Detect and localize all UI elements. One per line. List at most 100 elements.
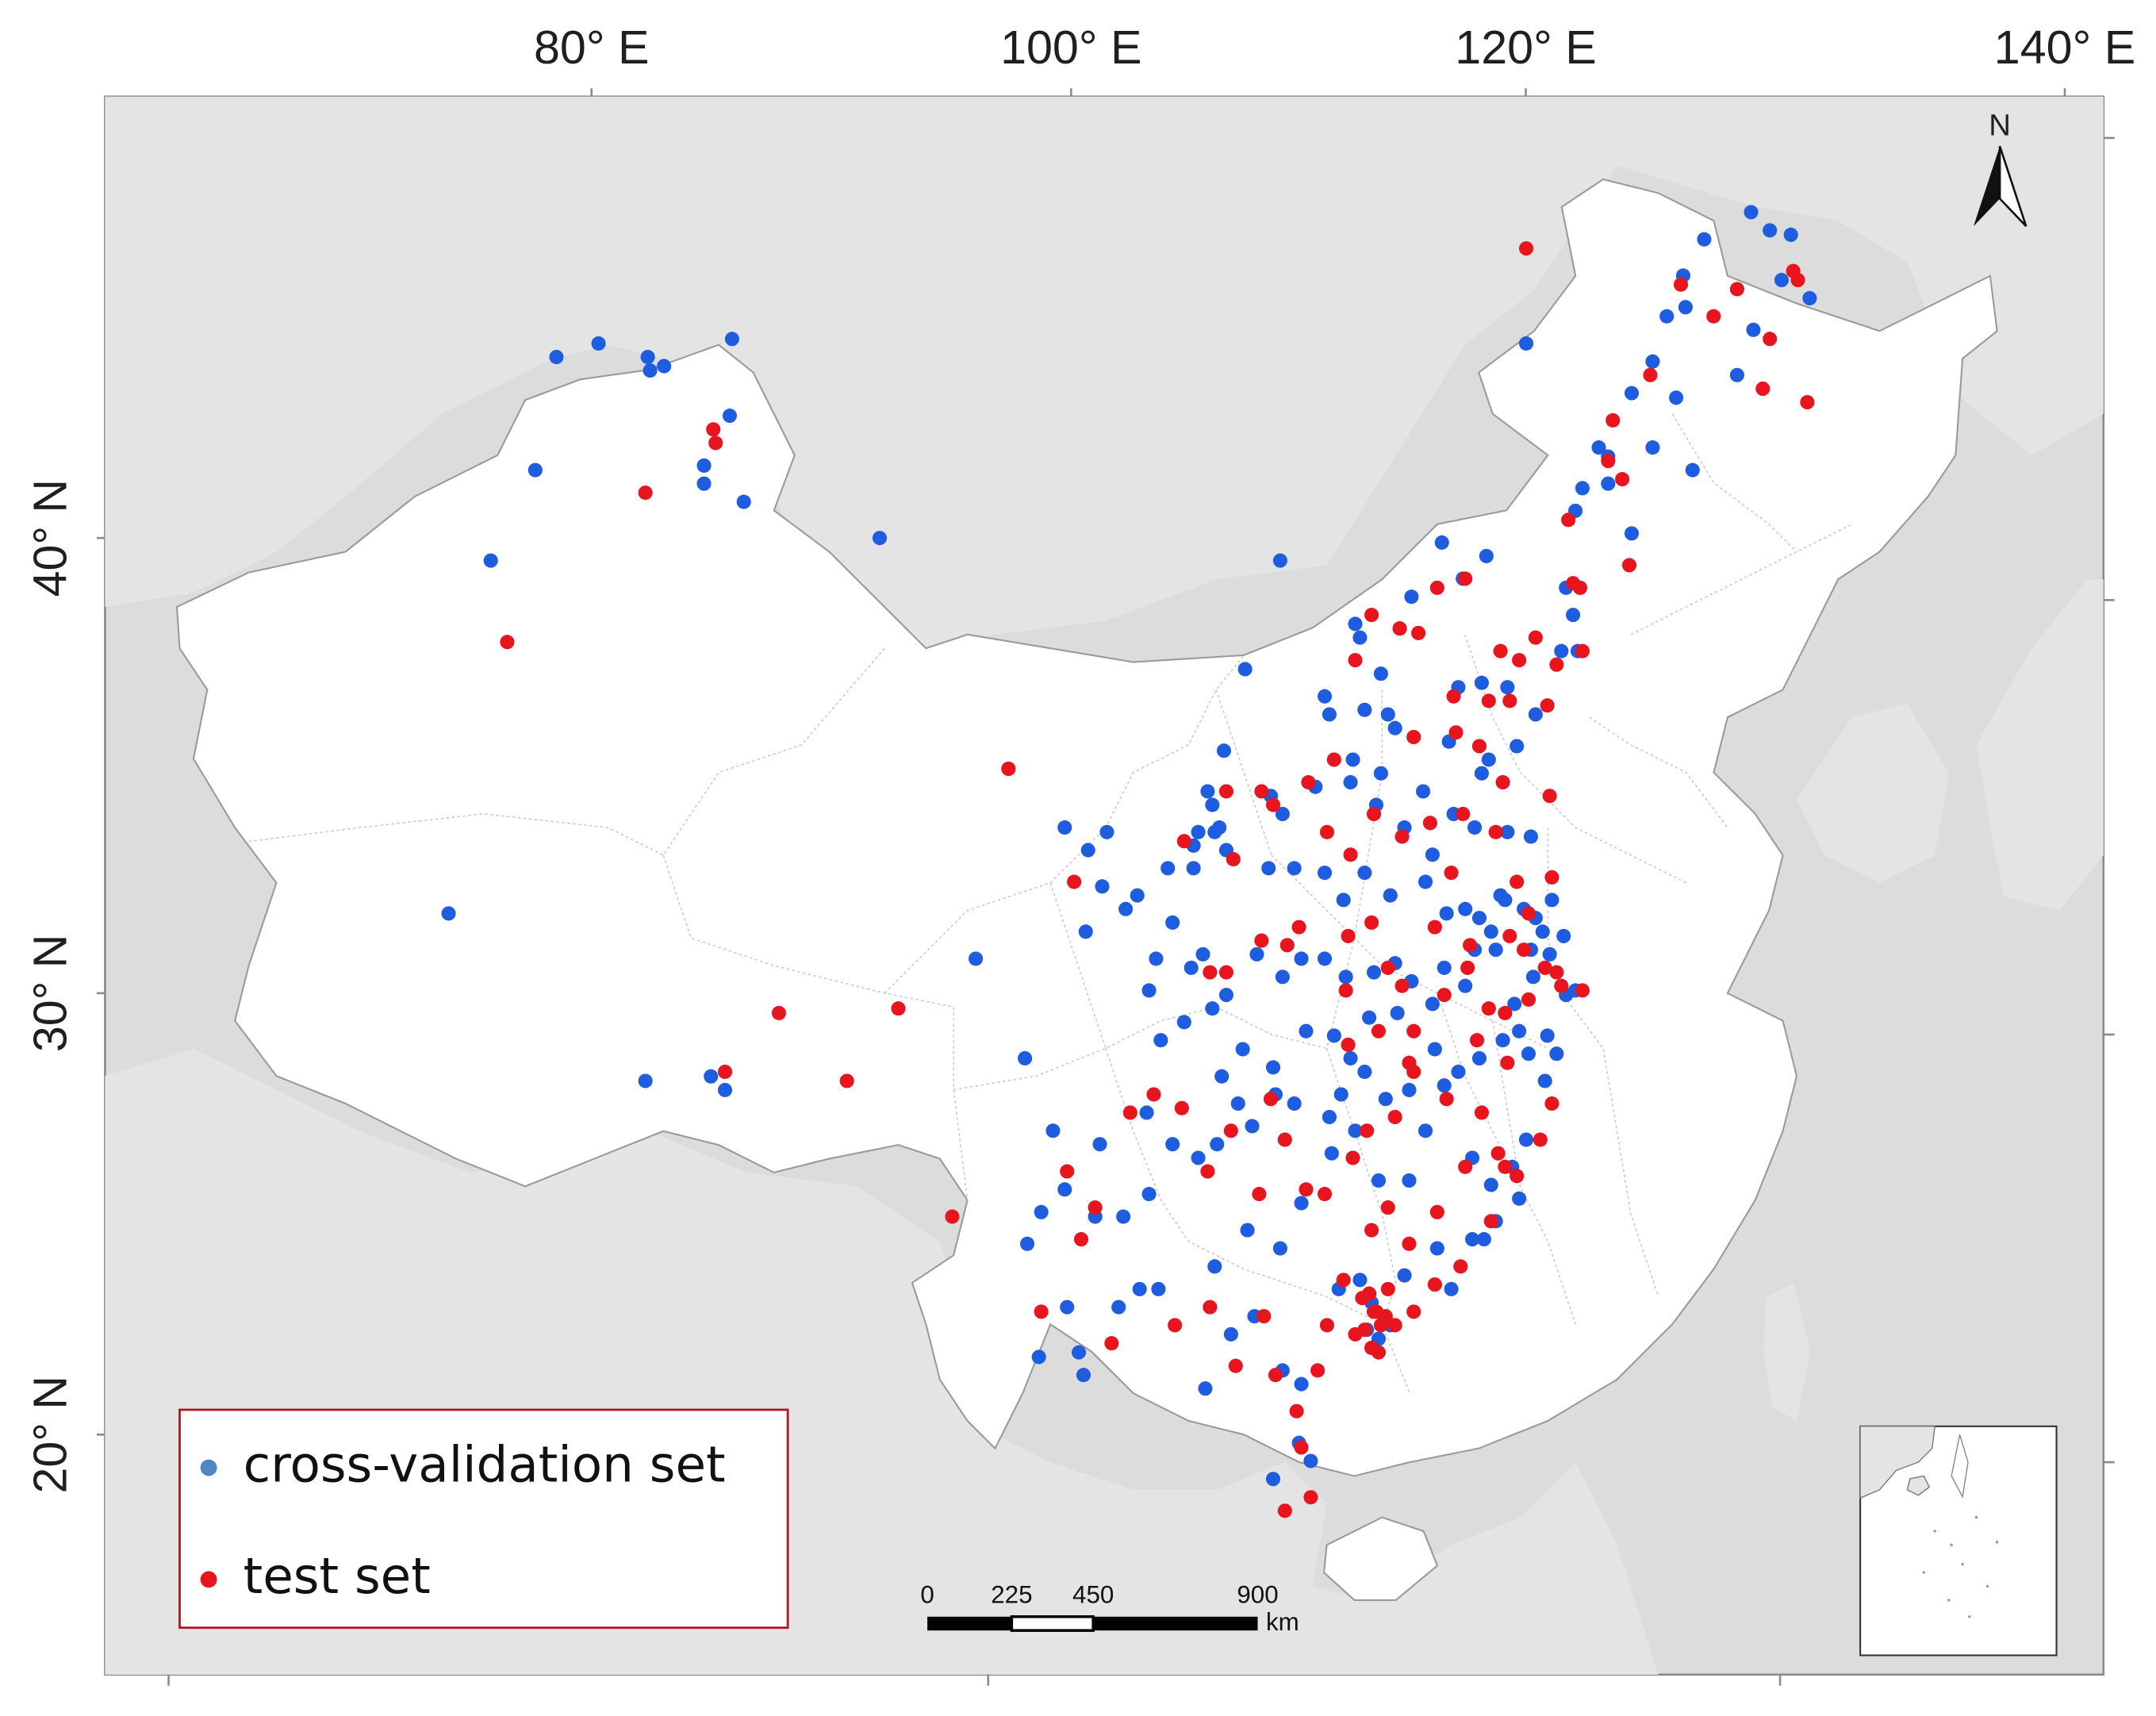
test-point bbox=[1380, 1281, 1395, 1296]
cross-validation-point bbox=[1802, 290, 1817, 305]
cross-validation-point bbox=[1669, 390, 1684, 405]
cross-validation-point bbox=[1521, 1046, 1536, 1061]
test-point bbox=[1226, 852, 1241, 867]
test-point bbox=[1176, 834, 1191, 849]
test-point bbox=[1498, 1005, 1513, 1020]
test-point bbox=[1345, 1150, 1360, 1165]
test-point bbox=[1364, 915, 1379, 930]
test-point bbox=[1427, 919, 1442, 935]
test-point bbox=[1406, 1304, 1421, 1319]
test-point bbox=[1755, 381, 1770, 397]
cross-validation-point bbox=[1031, 1349, 1046, 1365]
test-point bbox=[1380, 960, 1395, 975]
cross-validation-point bbox=[1512, 1191, 1527, 1206]
cross-validation-point bbox=[1343, 1050, 1358, 1066]
cross-validation-point bbox=[1744, 205, 1759, 220]
cross-validation-point bbox=[1272, 553, 1287, 568]
cross-validation-point bbox=[1467, 820, 1483, 835]
cross-validation-point bbox=[1191, 1150, 1206, 1165]
cross-validation-point bbox=[1528, 707, 1543, 722]
cross-validation-point bbox=[1402, 1082, 1417, 1097]
test-point bbox=[1510, 874, 1525, 889]
test-point bbox=[1446, 689, 1461, 704]
test-point bbox=[1517, 942, 1532, 958]
cross-validation-point bbox=[1378, 1092, 1393, 1107]
test-point bbox=[1729, 282, 1744, 297]
test-point bbox=[1471, 739, 1487, 754]
cross-validation-point bbox=[1345, 752, 1360, 767]
test-point bbox=[1402, 1236, 1417, 1251]
cross-validation-point bbox=[1261, 861, 1276, 876]
test-points bbox=[500, 241, 1815, 1518]
test-point bbox=[1453, 1259, 1468, 1274]
test-point bbox=[1528, 630, 1543, 645]
test-point bbox=[1060, 1164, 1075, 1179]
test-point bbox=[1549, 965, 1564, 980]
cross-validation-point bbox=[1357, 702, 1372, 717]
test-point bbox=[500, 635, 515, 650]
cross-validation-point bbox=[1373, 666, 1388, 681]
cross-validation-point bbox=[696, 476, 712, 491]
test-point bbox=[1488, 824, 1503, 839]
cross-validation-point bbox=[1500, 680, 1515, 695]
cross-validation-point bbox=[1191, 824, 1206, 839]
cross-validation-point bbox=[1624, 526, 1640, 541]
cross-validation-point bbox=[1275, 806, 1290, 822]
cross-validation-point bbox=[1549, 1046, 1564, 1061]
test-point bbox=[771, 1005, 787, 1020]
cross-validation-point bbox=[704, 1069, 719, 1084]
test-point bbox=[1422, 816, 1438, 831]
test-point bbox=[1458, 1159, 1473, 1174]
test-point bbox=[1254, 933, 1269, 948]
cross-validation-point bbox=[1198, 1381, 1213, 1396]
test-point bbox=[1706, 309, 1721, 324]
test-point bbox=[1483, 1214, 1498, 1229]
cross-validation-point bbox=[1299, 1023, 1314, 1038]
test-point bbox=[1540, 698, 1555, 713]
cross-validation-point bbox=[717, 1082, 733, 1097]
test-point bbox=[1223, 1123, 1238, 1138]
test-point bbox=[1254, 784, 1269, 799]
cross-validation-point bbox=[1507, 996, 1522, 1012]
test-point bbox=[1277, 1503, 1292, 1518]
cross-validation-point bbox=[1249, 946, 1264, 962]
lat-label-40: 40° N bbox=[24, 479, 77, 597]
cross-validation-point bbox=[1458, 901, 1473, 916]
cross-validation-point bbox=[1303, 1453, 1318, 1468]
test-point bbox=[1406, 1023, 1421, 1038]
cross-validation-point bbox=[1160, 861, 1176, 876]
cross-validation-point bbox=[1130, 888, 1145, 903]
test-point bbox=[1456, 806, 1471, 822]
cross-validation-point bbox=[1434, 535, 1449, 550]
test-point bbox=[1348, 1326, 1363, 1342]
cross-validation-point bbox=[1483, 924, 1498, 939]
cross-validation-point bbox=[1099, 824, 1114, 839]
cross-validation-point bbox=[1601, 476, 1616, 491]
cross-validation-point bbox=[1200, 784, 1215, 799]
cross-validation-point bbox=[1034, 1204, 1049, 1219]
cross-validation-point bbox=[1540, 1028, 1555, 1043]
cross-validation-point bbox=[1235, 1042, 1250, 1057]
cross-validation-point bbox=[696, 458, 712, 473]
test-point bbox=[1371, 1023, 1387, 1038]
lat-label-20: 20° N bbox=[24, 1376, 77, 1493]
cross-validation-point bbox=[1212, 820, 1227, 835]
cross-validation-point bbox=[1265, 1060, 1281, 1075]
scale-tick-900: 900 bbox=[1237, 1580, 1278, 1608]
cross-validation-point bbox=[1380, 707, 1395, 722]
test-point bbox=[1200, 1164, 1215, 1179]
cross-validation-point bbox=[1216, 743, 1232, 758]
test-point bbox=[1268, 1368, 1283, 1383]
cross-validation-point bbox=[1186, 861, 1201, 876]
cross-validation-point bbox=[1223, 1326, 1238, 1342]
test-point bbox=[1518, 241, 1534, 256]
cross-validation-point bbox=[1678, 300, 1693, 315]
cross-validation-point bbox=[1387, 720, 1402, 735]
cross-validation-point bbox=[1556, 928, 1571, 943]
inset-map bbox=[1859, 1425, 2058, 1656]
test-point bbox=[839, 1073, 854, 1088]
test-point bbox=[945, 1209, 960, 1224]
cross-validation-point bbox=[1425, 847, 1440, 862]
cross-validation-point bbox=[1362, 1010, 1377, 1025]
